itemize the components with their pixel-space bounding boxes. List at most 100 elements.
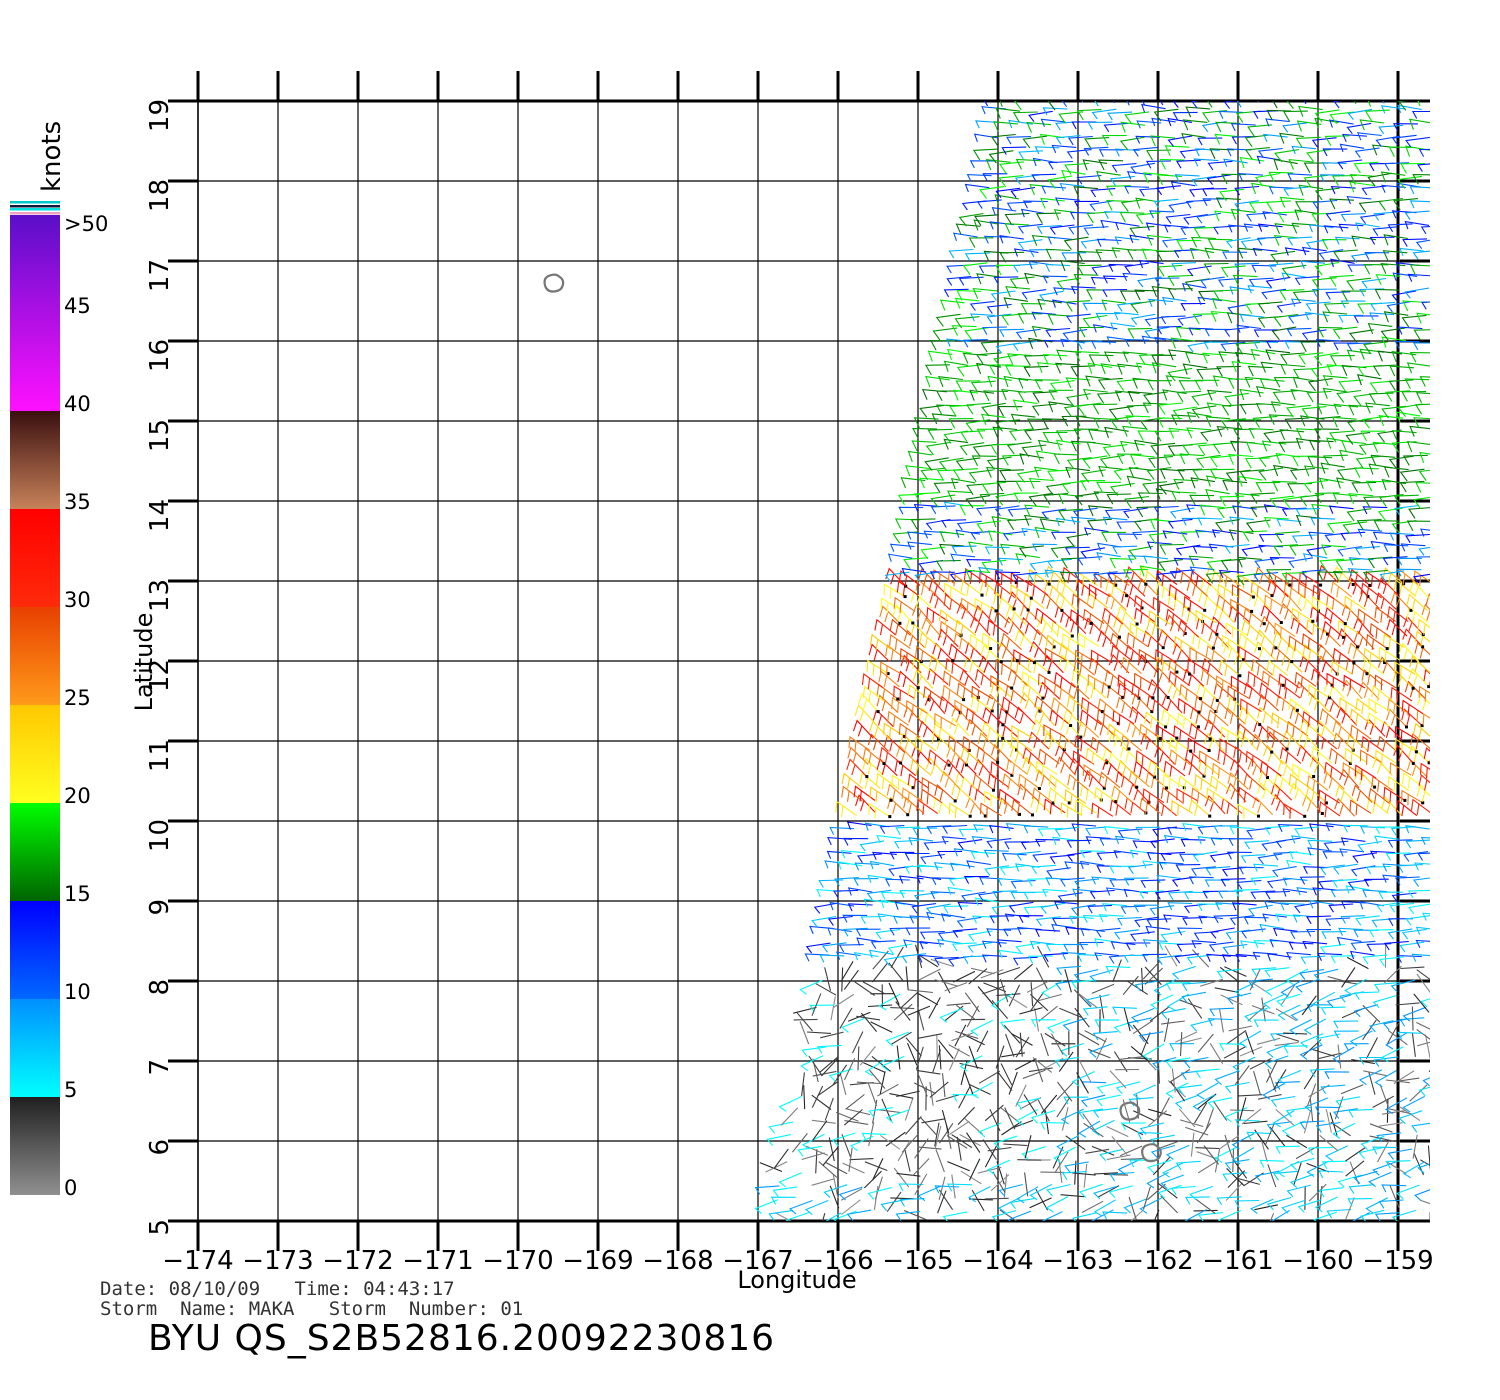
wind-barb: [1205, 571, 1231, 584]
wind-barb: [1220, 797, 1243, 814]
wind-barb: [868, 643, 890, 662]
wind-barb: [1282, 877, 1308, 886]
wind-barb: [970, 695, 993, 712]
wind-barb: [1357, 608, 1379, 625]
wind-barb: [1269, 495, 1295, 509]
wind-barb: [1070, 516, 1096, 525]
wind-barb: [1413, 496, 1430, 509]
wind-barb: [1244, 840, 1270, 850]
wind-barb: [1369, 1020, 1394, 1033]
wind-barb: [1330, 581, 1353, 598]
wind-barb: [1363, 647, 1385, 664]
wind-barb: [1303, 1018, 1327, 1035]
wind-barb: [1094, 952, 1120, 961]
wind-barb: [1035, 212, 1061, 224]
wind-barb: [1234, 1119, 1260, 1128]
wind-barb: [1306, 148, 1331, 163]
wind-barb: [1434, 1133, 1437, 1157]
wind-barb: [1235, 730, 1257, 750]
wind-barb: [966, 1005, 979, 1028]
wind-barb: [1333, 342, 1359, 351]
wind-barb: [1007, 1210, 1032, 1221]
wind-barb: [1151, 117, 1176, 127]
wind-barb: [1205, 416, 1231, 428]
wind-barb: [1137, 276, 1162, 288]
wind-barb: [1113, 1051, 1128, 1073]
wind-barb: [914, 645, 937, 662]
wind-barb: [853, 878, 879, 887]
wind-barb: [1367, 101, 1372, 107]
wind-barb: [1034, 379, 1060, 390]
wind-barb: [1356, 519, 1382, 531]
rain-flag-marker: [1165, 786, 1169, 790]
wind-barb: [1192, 313, 1218, 325]
wind-barb: [1253, 1071, 1261, 1095]
wind-barb: [1165, 608, 1188, 625]
wind-barb: [780, 1107, 799, 1126]
wind-barb: [1344, 595, 1366, 612]
wind-barb: [1391, 350, 1417, 363]
longitude-tick-label: −172: [322, 1246, 393, 1276]
wind-barb: [754, 1199, 779, 1215]
wind-barb: [1253, 329, 1279, 338]
wind-barb: [1046, 1183, 1071, 1197]
wind-barb: [1061, 169, 1086, 182]
wind-barb: [1265, 276, 1291, 288]
wind-barb: [1147, 1110, 1168, 1127]
wind-barb: [1207, 1018, 1233, 1027]
wind-barb: [1299, 1120, 1325, 1130]
wind-barb: [930, 494, 956, 508]
wind-barb: [910, 590, 932, 609]
wind-barb: [975, 362, 1001, 375]
wind-barb: [1159, 158, 1185, 170]
wind-barb: [1256, 236, 1282, 246]
wind-barb: [1119, 290, 1145, 301]
wind-barb: [1152, 826, 1177, 837]
wind-barb: [1039, 133, 1065, 145]
wind-barb: [954, 297, 980, 309]
wind-barb: [1066, 149, 1092, 159]
wind-barb: [1040, 197, 1065, 209]
wind-barb: [1226, 851, 1252, 860]
wind-barb: [988, 606, 1011, 624]
wind-barb: [1378, 415, 1404, 427]
rain-flag-marker: [1089, 621, 1093, 625]
wind-barb: [1132, 377, 1158, 389]
wind-barb: [919, 931, 945, 940]
wind-barb: [1111, 163, 1137, 173]
wind-barb: [1240, 940, 1265, 949]
wind-barb: [1043, 732, 1065, 751]
wind-barb: [888, 865, 914, 877]
wind-barb: [1008, 428, 1034, 441]
wind-barb: [1244, 457, 1270, 469]
wind-barb: [970, 1019, 994, 1036]
wind-barb: [1392, 123, 1418, 132]
wind-barb: [1405, 825, 1430, 834]
wind-barb: [1396, 182, 1421, 191]
wind-barb: [947, 1161, 970, 1172]
wind-barb: [1374, 835, 1399, 844]
wind-barb: [1368, 463, 1393, 475]
wind-barb: [1394, 725, 1417, 742]
wind-barb: [892, 531, 918, 544]
wind-barb: [1255, 386, 1281, 398]
wind-barb: [953, 848, 979, 857]
wind-barb: [1184, 1209, 1207, 1221]
wind-barb: [1358, 1147, 1384, 1160]
wind-barb: [1389, 365, 1415, 377]
wind-barb: [1280, 984, 1296, 1006]
wind-barb: [1279, 289, 1305, 301]
wind-barb: [937, 850, 963, 859]
wind-barb: [1178, 853, 1204, 862]
wind-barb: [1378, 956, 1404, 967]
wind-barb: [1206, 787, 1228, 804]
wind-barb: [1366, 943, 1392, 952]
wind-barb: [1031, 543, 1057, 552]
rain-flag-marker: [1137, 696, 1141, 700]
wind-barb: [1277, 1069, 1302, 1085]
wind-barb: [1322, 375, 1348, 387]
wind-barb: [1168, 427, 1194, 439]
wind-barb: [1370, 301, 1395, 312]
wind-barb: [929, 571, 955, 580]
wind-barb: [1295, 437, 1321, 450]
